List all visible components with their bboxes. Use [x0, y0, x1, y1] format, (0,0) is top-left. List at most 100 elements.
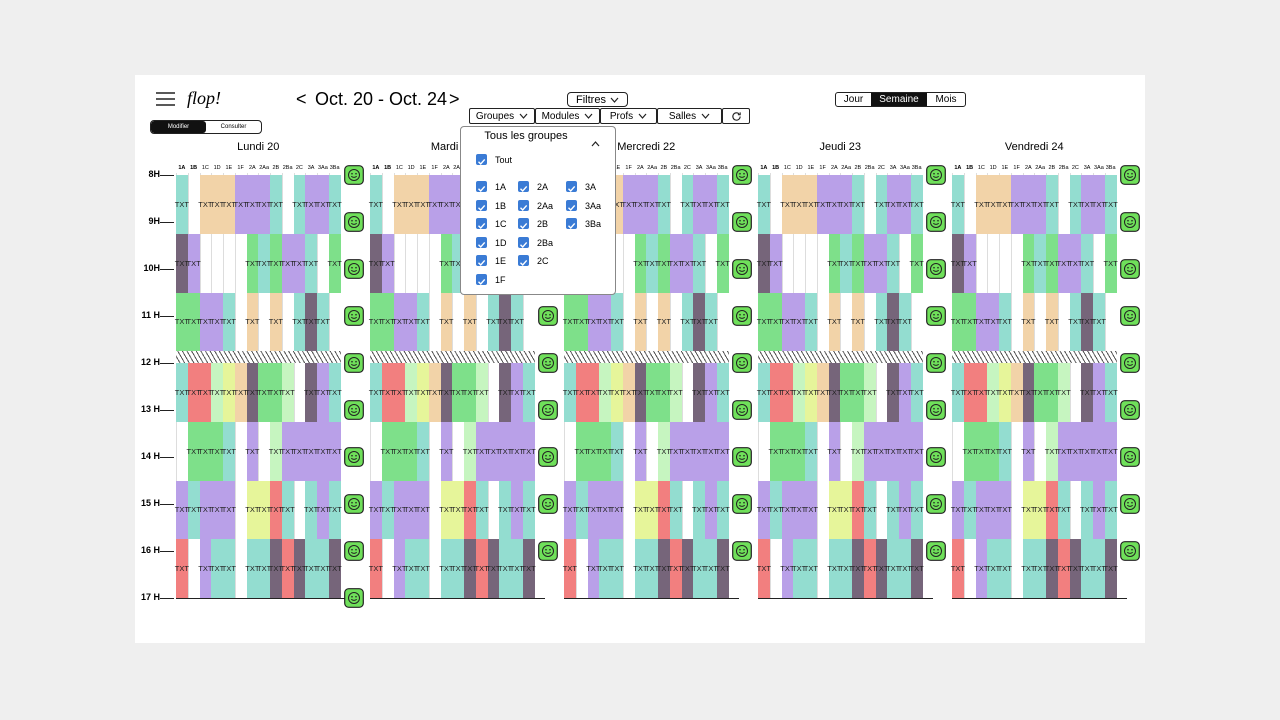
course[interactable]: TXT	[304, 363, 318, 422]
course[interactable]: TXT	[704, 292, 718, 352]
course[interactable]: TXT	[210, 292, 224, 352]
course[interactable]: TXT	[187, 480, 201, 540]
course[interactable]: TXT	[198, 539, 212, 598]
course[interactable]: TXT	[234, 175, 248, 234]
course[interactable]: TXT	[974, 363, 988, 422]
course[interactable]: TXT	[392, 175, 406, 234]
course[interactable]: TXT	[669, 539, 683, 598]
course[interactable]: TXT	[657, 421, 671, 481]
course[interactable]: TXT	[645, 233, 659, 293]
course[interactable]: TXT	[575, 421, 589, 481]
course[interactable]: TXT	[1104, 480, 1118, 540]
course[interactable]: TXT	[804, 363, 818, 422]
course[interactable]: TXT	[404, 421, 418, 481]
course[interactable]: TXT	[1021, 480, 1035, 540]
course[interactable]: TXT	[222, 539, 236, 598]
course[interactable]: TXT	[463, 363, 477, 422]
course[interactable]: TXT	[780, 539, 794, 598]
availability-button[interactable]	[732, 541, 752, 561]
course[interactable]: TXT	[998, 292, 1012, 352]
course[interactable]: TXT	[804, 421, 818, 481]
course[interactable]: TXT	[704, 480, 718, 540]
course[interactable]: TXT	[328, 539, 342, 598]
course[interactable]: TXT	[610, 292, 624, 352]
course[interactable]: TXT	[757, 175, 771, 234]
checkbox[interactable]	[476, 218, 487, 230]
course[interactable]: TXT	[633, 480, 647, 540]
course[interactable]: TXT	[839, 233, 853, 293]
course[interactable]: TXT	[780, 292, 794, 352]
course[interactable]: TXT	[986, 363, 1000, 422]
course[interactable]: TXT	[974, 292, 988, 352]
course[interactable]: TXT	[210, 539, 224, 598]
course[interactable]: TXT	[269, 175, 283, 234]
course[interactable]: TXT	[404, 363, 418, 422]
course[interactable]: TXT	[498, 539, 512, 598]
course[interactable]: TXT	[522, 480, 536, 540]
course[interactable]: TXT	[439, 480, 453, 540]
availability-button[interactable]	[926, 541, 946, 561]
availability-button[interactable]	[344, 400, 364, 420]
course[interactable]: TXT	[622, 363, 636, 422]
course[interactable]: TXT	[522, 363, 536, 422]
course[interactable]: TXT	[316, 421, 330, 481]
course[interactable]: TXT	[304, 233, 318, 293]
course[interactable]: TXT	[998, 480, 1012, 540]
course[interactable]: TXT	[886, 421, 900, 481]
course[interactable]: TXT	[827, 539, 841, 598]
course[interactable]: TXT	[792, 175, 806, 234]
course[interactable]: TXT	[475, 363, 489, 422]
course[interactable]: TXT	[804, 480, 818, 540]
course[interactable]: TXT	[210, 421, 224, 481]
course[interactable]: TXT	[622, 175, 636, 234]
course[interactable]: TXT	[439, 421, 453, 481]
course[interactable]: TXT	[863, 363, 877, 422]
availability-button[interactable]	[344, 353, 364, 373]
course[interactable]: TXT	[463, 292, 477, 352]
course[interactable]: TXT	[816, 175, 830, 234]
course[interactable]: TXT	[633, 175, 647, 234]
course[interactable]: TXT	[563, 292, 577, 352]
course[interactable]: TXT	[257, 233, 271, 293]
course[interactable]: TXT	[316, 175, 330, 234]
course[interactable]: TXT	[1033, 175, 1047, 234]
course[interactable]: TXT	[475, 421, 489, 481]
course[interactable]: TXT	[692, 480, 706, 540]
course[interactable]: TXT	[292, 539, 306, 598]
course[interactable]: TXT	[657, 480, 671, 540]
course[interactable]: TXT	[175, 175, 189, 234]
course[interactable]: TXT	[498, 292, 512, 352]
course[interactable]: TXT	[575, 292, 589, 352]
checkbox[interactable]	[566, 218, 577, 230]
course[interactable]: TXT	[222, 480, 236, 540]
course[interactable]: TXT	[245, 175, 259, 234]
availability-button[interactable]	[538, 541, 558, 561]
mode-option[interactable]: Consulter	[220, 124, 247, 130]
course[interactable]: TXT	[1104, 421, 1118, 481]
course[interactable]: TXT	[769, 233, 783, 293]
course[interactable]: TXT	[510, 363, 524, 422]
availability-button[interactable]	[732, 165, 752, 185]
course[interactable]: TXT	[522, 539, 536, 598]
course[interactable]: TXT	[1045, 292, 1059, 352]
course[interactable]: TXT	[392, 421, 406, 481]
availability-button[interactable]	[344, 588, 364, 608]
course[interactable]: TXT	[1068, 539, 1082, 598]
course[interactable]: TXT	[874, 539, 888, 598]
course[interactable]: TXT	[716, 480, 730, 540]
course[interactable]: TXT	[439, 292, 453, 352]
course[interactable]: TXT	[586, 539, 600, 598]
availability-button[interactable]	[1120, 447, 1140, 467]
course[interactable]: TXT	[381, 292, 395, 352]
course[interactable]: TXT	[986, 175, 1000, 234]
course[interactable]: TXT	[281, 363, 295, 422]
availability-button[interactable]	[926, 447, 946, 467]
course[interactable]: TXT	[657, 233, 671, 293]
course[interactable]: TXT	[416, 421, 430, 481]
course[interactable]: TXT	[428, 363, 442, 422]
course[interactable]: TXT	[633, 233, 647, 293]
course[interactable]: TXT	[281, 421, 295, 481]
course[interactable]: TXT	[451, 363, 465, 422]
course[interactable]: TXT	[757, 292, 771, 352]
course[interactable]: TXT	[851, 539, 865, 598]
